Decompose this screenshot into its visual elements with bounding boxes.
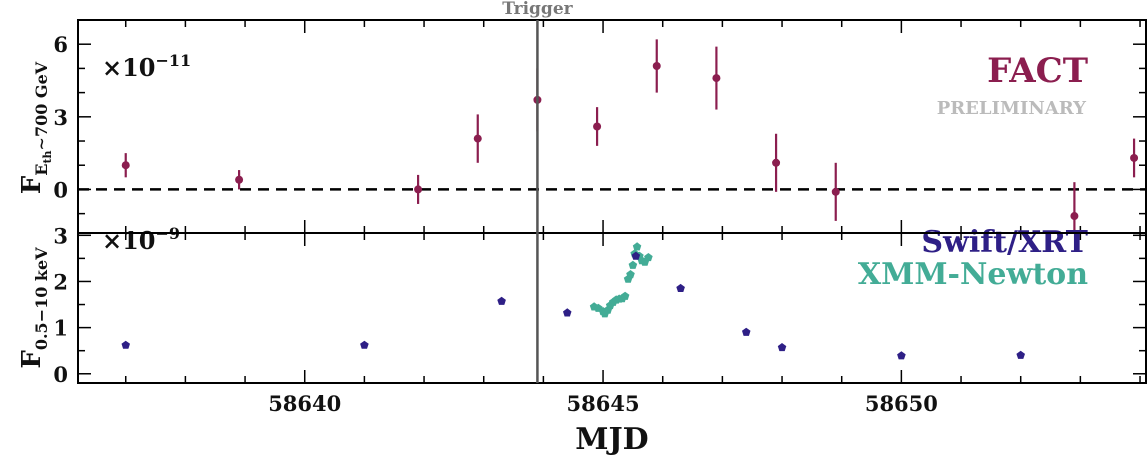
swift-data-point [121, 340, 130, 349]
bottom-plot-frame [77, 232, 1147, 384]
fact-data-point [593, 122, 602, 131]
swift-data-point [631, 251, 641, 260]
preliminary-note: PRELIMINARY [937, 98, 1087, 119]
xmm-data-point [632, 242, 642, 251]
fact-legend-label: FACT [987, 51, 1088, 91]
y-tick-label: 1 [53, 316, 68, 341]
bottom-y-axis-title: F0.5−10 keV [17, 247, 51, 369]
y-tick-label: 0 [53, 177, 68, 202]
x-tick-label: 58640 [268, 391, 341, 416]
trigger-label: Trigger [502, 0, 573, 19]
xmm-data-point [620, 291, 630, 300]
fact-data-point [414, 185, 423, 194]
bottom-panel: 0 1 2 3 ×10−9 Swift/XRT XMM-Newton [53, 223, 1147, 387]
fact-data-point [652, 61, 661, 70]
y-tick-label: 3 [53, 223, 68, 248]
y-tick-label: 3 [53, 105, 68, 130]
bottom-multiplier: ×10−9 [102, 224, 180, 255]
swift-data-point [360, 340, 369, 349]
fact-data-point [712, 74, 721, 83]
swift-data-point [897, 351, 906, 360]
fact-data-point [1130, 153, 1139, 162]
swift-legend-label: Swift/XRT [921, 225, 1088, 260]
swift-data-point [742, 327, 751, 336]
x-tick-label: 58645 [567, 391, 640, 416]
xmm-data-point [644, 253, 653, 262]
top-panel: 0 3 6 ×10−11 FACT PRELIMINARY [53, 19, 1147, 234]
x-tick-label: 58650 [865, 391, 938, 416]
xmm-data-point [626, 270, 635, 279]
fact-data-point [473, 134, 482, 143]
xmm-data-point [628, 260, 638, 269]
fact-data-point [1070, 212, 1079, 221]
y-tick-label: 2 [53, 269, 68, 294]
swift-data-point [497, 296, 506, 305]
swift-data-point [563, 308, 572, 317]
fact-data-point [831, 187, 840, 196]
fact-data-point [121, 161, 130, 170]
fact-data-point [235, 175, 244, 184]
top-plot-frame [77, 19, 1147, 234]
y-tick-label: 6 [53, 32, 68, 57]
y-tick-label: 0 [53, 362, 68, 387]
fact-data-point [772, 158, 781, 167]
top-multiplier: ×10−11 [102, 51, 191, 82]
x-axis-title: MJD [575, 422, 648, 457]
swift-data-point [777, 343, 787, 352]
xmm-legend-label: XMM-Newton [858, 257, 1088, 292]
top-y-axis-title: FEth∼700 GeV [17, 61, 54, 194]
swift-data-point [1016, 350, 1025, 359]
swift-data-point [676, 283, 685, 292]
